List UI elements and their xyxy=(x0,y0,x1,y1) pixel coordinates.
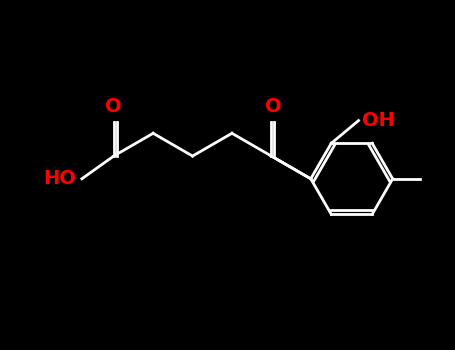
Text: O: O xyxy=(265,97,282,116)
Text: O: O xyxy=(106,97,122,116)
Text: HO: HO xyxy=(43,169,76,188)
Text: OH: OH xyxy=(362,111,395,130)
